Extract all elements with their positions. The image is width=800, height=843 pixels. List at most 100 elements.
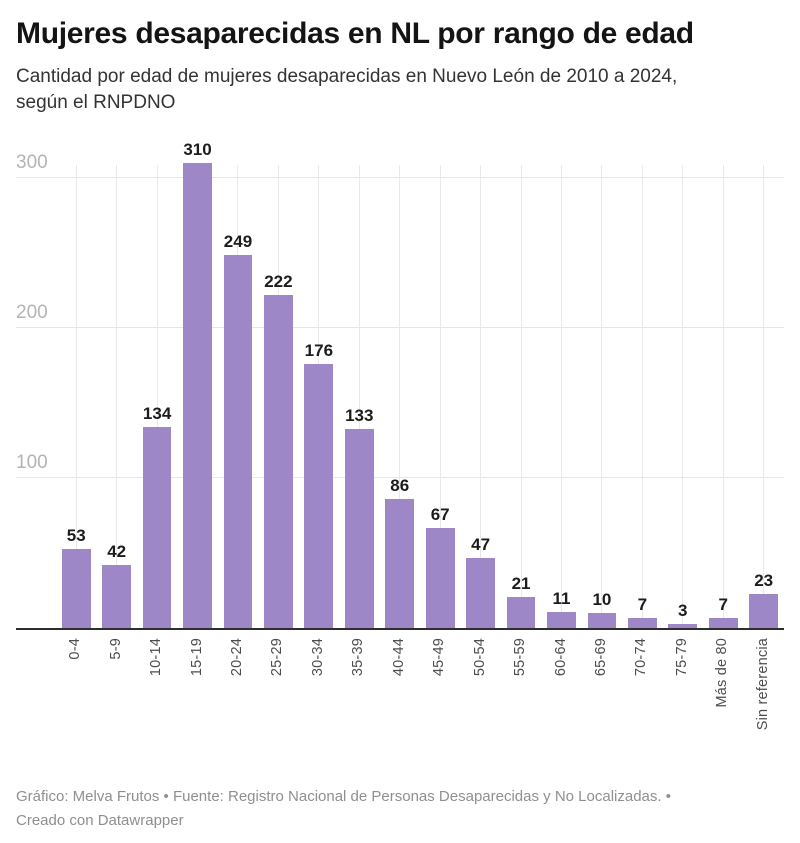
- bar-45-49[interactable]: [425, 527, 455, 628]
- bar-column: 7: [622, 163, 662, 628]
- plot-area: 100 200 300 53 42 134 310 249 222 176 133 86 67 47 21 1…: [16, 141, 784, 630]
- bar-column: 222: [258, 163, 298, 628]
- footer-credit-line: Creado con Datawrapper: [16, 812, 184, 829]
- bar-Sin referencia[interactable]: [749, 593, 778, 628]
- x-axis-tick-label: 55-59: [512, 638, 529, 677]
- x-axis-tick: 70-74: [622, 630, 662, 755]
- bar-value-label: 133: [345, 405, 374, 425]
- bar-55-59[interactable]: [506, 596, 536, 628]
- gridline-vertical: [682, 165, 684, 628]
- bar-column: 23: [743, 163, 783, 628]
- x-axis-tick: 60-64: [541, 630, 581, 755]
- bar-column: 10: [582, 163, 622, 628]
- gridline-vertical: [399, 165, 401, 628]
- bar-value-label: 222: [264, 272, 293, 291]
- bar-column: 86: [380, 163, 420, 628]
- bar-column: 67: [420, 163, 460, 628]
- bar-column: 134: [137, 163, 177, 628]
- bar-40-44[interactable]: [385, 499, 415, 628]
- bar-35-39[interactable]: [344, 428, 374, 628]
- gridline-vertical: [439, 165, 441, 628]
- chart-subtitle-line-1: Cantidad por edad de mujeres desaparecid…: [16, 66, 678, 87]
- bar-column: 21: [501, 163, 541, 628]
- y-axis-tick-label: 300: [16, 152, 48, 173]
- bar-65-69[interactable]: [587, 613, 617, 628]
- x-axis-tick-label: 30-34: [309, 638, 326, 677]
- bars-container: 53 42 134 310 249 222 176 133 86 67 47 21 11 10 7 3 7 23: [56, 141, 784, 628]
- bar-70-74[interactable]: [627, 617, 657, 628]
- bar-column: 11: [541, 163, 581, 628]
- bar-60-64[interactable]: [547, 611, 576, 628]
- x-axis-tick: 20-24: [218, 630, 258, 755]
- x-axis-tick-label: 35-39: [350, 638, 367, 677]
- x-axis-tick: 30-34: [299, 630, 339, 755]
- gridline-vertical: [156, 165, 158, 628]
- chart-figure: Mujeres desaparecidas en NL por rango de…: [0, 16, 800, 843]
- x-axis-tick-label: 50-54: [471, 638, 488, 677]
- x-axis-tick-label: 20-24: [229, 638, 245, 677]
- gridline-vertical: [75, 165, 77, 628]
- gridline-vertical: [722, 165, 724, 628]
- gridline-vertical: [520, 165, 522, 628]
- y-axis-tick-label: 100: [16, 452, 48, 473]
- x-axis-tick: 5-9: [96, 630, 136, 755]
- bar-value-label: 42: [107, 542, 127, 561]
- bar-75-79[interactable]: [668, 623, 698, 628]
- gridline-vertical: [560, 165, 562, 628]
- x-axis-tick: 45-49: [420, 630, 460, 755]
- bar-15-19[interactable]: [183, 163, 212, 628]
- gridline-vertical: [358, 165, 360, 628]
- x-axis-tick: 10-14: [137, 630, 177, 755]
- x-axis-tick-label: 10-14: [148, 638, 165, 677]
- gridline-vertical: [763, 165, 765, 628]
- bar-value-label: 86: [390, 476, 410, 495]
- chart-title: Mujeres desaparecidas en NL por rango de…: [16, 17, 694, 50]
- bar-5-9[interactable]: [102, 565, 131, 628]
- bar-value-label: 176: [304, 341, 334, 360]
- x-axis-tick-label: 75-79: [673, 638, 690, 677]
- x-axis-tick-label: 25-29: [269, 638, 286, 677]
- bar-Más de 80[interactable]: [708, 617, 738, 628]
- y-axis-tick-label: 200: [16, 302, 48, 323]
- x-axis-tick: 50-54: [460, 630, 500, 755]
- x-axis-tick-labels: 0-4 5-9 10-14 15-19 20-24 25-29 30-34 35-39 40-4…: [16, 630, 784, 755]
- bar-column: 47: [460, 163, 500, 628]
- bar-20-24[interactable]: [223, 254, 253, 628]
- bar-column: 53: [56, 163, 96, 628]
- bar-value-label: 67: [430, 504, 450, 524]
- x-axis-tick-label: 60-64: [552, 638, 569, 677]
- chart-footer: Gráfico: Melva Frutos • Fuente: Registro…: [16, 785, 784, 833]
- bar-value-label: 11: [552, 588, 571, 608]
- x-axis-tick: Más de 80: [703, 630, 743, 755]
- bar-value-label: 7: [718, 594, 728, 614]
- bar-column: 176: [299, 163, 339, 628]
- bar-50-54[interactable]: [466, 557, 495, 628]
- x-axis-tick: 75-79: [663, 630, 703, 755]
- bar-value-label: 53: [66, 525, 86, 545]
- x-axis-tick-label: Sin referencia: [754, 638, 771, 731]
- bar-value-label: 3: [678, 600, 688, 620]
- bar-value-label: 7: [637, 594, 648, 614]
- bar-column: 310: [177, 141, 217, 628]
- gridline-vertical: [480, 165, 482, 628]
- bar-30-34[interactable]: [304, 364, 334, 628]
- bar-0-4[interactable]: [61, 548, 91, 628]
- bar-value-label: 47: [471, 534, 491, 554]
- x-axis-tick: 65-69: [582, 630, 622, 755]
- bar-value-label: 21: [511, 573, 531, 593]
- chart-subtitle-line-2: según el RNPDNO: [16, 92, 176, 113]
- x-axis-tick-label: 65-69: [592, 638, 609, 677]
- bar-value-label: 10: [592, 590, 612, 609]
- gridline-vertical: [116, 165, 118, 628]
- x-axis-tick: Sin referencia: [743, 630, 783, 755]
- bar-column: 249: [218, 163, 258, 628]
- x-axis-tick-label: 15-19: [188, 638, 205, 677]
- bar-10-14[interactable]: [142, 427, 172, 628]
- chart-subtitle: Cantidad por edad de mujeres desaparecid…: [16, 64, 784, 116]
- x-axis-tick-label: 0-4: [67, 638, 84, 660]
- x-axis-tick: 15-19: [177, 630, 217, 755]
- x-axis-tick-label: 70-74: [633, 638, 650, 677]
- x-axis-line: [16, 628, 784, 630]
- bar-25-29[interactable]: [264, 295, 293, 628]
- gridline-vertical: [641, 165, 643, 628]
